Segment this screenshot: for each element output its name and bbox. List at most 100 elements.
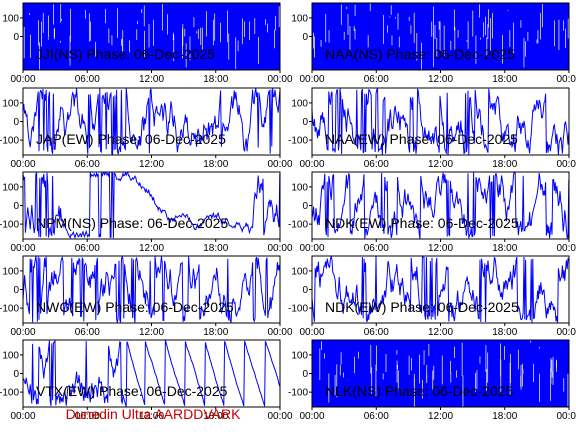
panel-title: NWC(EW) Phase: 06-Dec-2025 [36, 299, 234, 315]
footer-label: Dunedin Ultra AARDDVARK [66, 406, 241, 422]
trace-area [23, 340, 280, 407]
phase-trace [312, 172, 569, 239]
y-tick-label: 0 [302, 32, 308, 43]
panel-title: VTX(EW) Phase: 06-Dec-2025 [36, 383, 228, 399]
phase-trace [23, 256, 280, 323]
x-tick-label: 18:00 [203, 243, 228, 254]
y-tick-label: 100 [291, 182, 308, 193]
x-tick-label: 18:00 [203, 159, 228, 170]
x-tick-label: 18:00 [492, 411, 517, 422]
x-tick-label: 00:00 [299, 74, 324, 85]
x-tick-label: 00:00 [556, 327, 576, 338]
panel-8: 100 0 -100 00:00 06:00 12:00 18:00 00:00 NDK(EW)… [288, 255, 576, 338]
panel-title: NDK(EW) Phase: 06-Dec-2025 [325, 299, 519, 315]
x-tick-label: 00:00 [267, 159, 292, 170]
y-tick-label: 0 [13, 201, 19, 212]
y-tick-label: 0 [302, 369, 308, 380]
y-tick-label: -100 [0, 136, 19, 147]
y-tick-label: 100 [2, 182, 19, 193]
trace-area [23, 88, 280, 155]
x-tick-label: 00:00 [556, 243, 576, 254]
x-tick-label: 00:00 [267, 243, 292, 254]
y-tick-label: 100 [2, 266, 19, 277]
trace-area [312, 3, 569, 70]
x-tick-label: 00:00 [10, 159, 35, 170]
x-tick-label: 12:00 [139, 411, 164, 422]
x-tick-label: 18:00 [203, 411, 228, 422]
x-tick-label: 06:00 [364, 327, 389, 338]
y-tick-label: -100 [0, 388, 19, 399]
y-tick-label: 100 [2, 350, 19, 361]
trace-area [23, 3, 280, 70]
trace-area [312, 256, 569, 323]
x-tick-label: 06:00 [75, 327, 100, 338]
x-tick-label: 00:00 [267, 327, 292, 338]
y-tick-label: -100 [0, 304, 19, 315]
x-tick-label: 18:00 [492, 243, 517, 254]
trace-area [23, 172, 280, 239]
x-tick-label: 00:00 [267, 411, 292, 422]
x-tick-label: 06:00 [364, 243, 389, 254]
y-tick-label: 0 [13, 32, 19, 43]
x-tick-label: 12:00 [139, 327, 164, 338]
x-tick-label: 00:00 [556, 74, 576, 85]
y-tick-label: 100 [291, 98, 308, 109]
y-tick-label: 0 [13, 285, 19, 296]
panel-title: NDK(EW) Phase: 06-Dec-2025 [325, 215, 519, 231]
x-tick-label: 00:00 [299, 159, 324, 170]
phase-trace [23, 3, 280, 70]
panel-title: JJI(NS) Phase: 06-Dec-2025 [36, 46, 215, 62]
y-tick-label: 100 [291, 13, 308, 24]
panel-title: NPM(NS) Phase: 06-Dec-2025 [36, 215, 228, 231]
trace-group [312, 340, 569, 407]
y-tick-label: -100 [288, 136, 308, 147]
phase-trace [23, 172, 280, 239]
x-tick-label: 00:00 [299, 243, 324, 254]
x-tick-label: 00:00 [556, 411, 576, 422]
x-tick-label: 06:00 [364, 159, 389, 170]
x-tick-label: 00:00 [299, 327, 324, 338]
panel-title: NAA(NS) Phase: 06-Dec-2025 [325, 46, 515, 62]
y-tick-label: 100 [2, 13, 19, 24]
x-tick-label: 06:00 [75, 411, 100, 422]
trace-group [23, 3, 280, 70]
y-tick-label: 100 [291, 266, 308, 277]
y-tick-label: -100 [0, 220, 19, 231]
panel-title: NLK(NS) Phase: 06-Dec-2025 [325, 383, 514, 399]
phase-trace [312, 3, 569, 70]
x-tick-label: 00:00 [10, 327, 35, 338]
trace-area [312, 88, 569, 155]
x-tick-label: 12:00 [428, 159, 453, 170]
x-tick-label: 12:00 [428, 411, 453, 422]
panel-3: 100 0 -100 00:00 06:00 12:00 18:00 00:00 JAP(EW)… [0, 87, 293, 170]
y-tick-label: 0 [13, 369, 19, 380]
x-tick-label: 12:00 [139, 74, 164, 85]
panel-6: 100 0 -100 00:00 06:00 12:00 18:00 00:00 NDK(EW)… [288, 171, 576, 254]
trace-area [312, 340, 569, 407]
panel-4: 100 0 -100 00:00 06:00 12:00 18:00 00:00 NAA(EW)… [288, 87, 576, 170]
x-tick-label: 12:00 [428, 74, 453, 85]
y-tick-label: -100 [288, 388, 308, 399]
y-tick-label: 0 [302, 201, 308, 212]
x-tick-label: 12:00 [428, 243, 453, 254]
y-tick-label: 0 [302, 285, 308, 296]
x-tick-label: 06:00 [75, 243, 100, 254]
x-tick-label: 06:00 [364, 74, 389, 85]
y-tick-label: -100 [288, 220, 308, 231]
x-tick-label: 00:00 [556, 159, 576, 170]
x-tick-label: 00:00 [267, 74, 292, 85]
panel-9: 100 0 -100 00:00 06:00 12:00 18:00 00:00 VTX(EW)… [0, 339, 293, 422]
panel-5: 100 0 -100 00:00 06:00 12:00 18:00 00:00 NPM(NS)… [0, 171, 293, 254]
trace-area [23, 256, 280, 323]
phase-trace [23, 88, 280, 155]
x-tick-label: 12:00 [139, 243, 164, 254]
x-tick-label: 12:00 [139, 159, 164, 170]
trace-area [312, 172, 569, 239]
panel-2: 100 0 00:00 06:00 12:00 18:00 00:00 NAA(NS) Pha… [291, 2, 576, 85]
x-tick-label: 00:00 [10, 243, 35, 254]
x-tick-label: 00:00 [299, 411, 324, 422]
panel-title: NAA(EW) Phase: 06-Dec-2025 [325, 131, 518, 147]
panel-title: JAP(EW) Phase: 06-Dec-2025 [36, 131, 226, 147]
x-tick-label: 18:00 [492, 159, 517, 170]
